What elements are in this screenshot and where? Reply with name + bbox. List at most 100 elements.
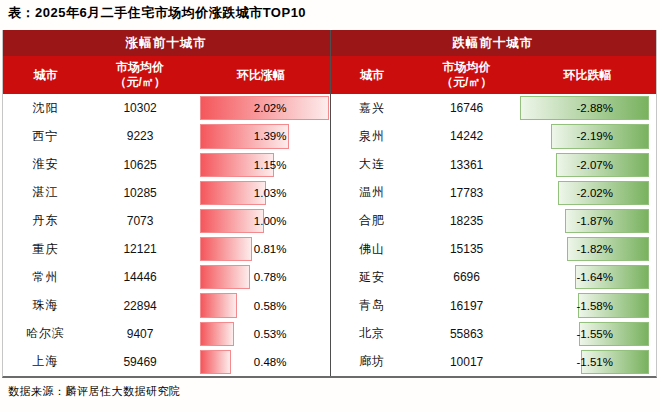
rate-label: 0.78% [254, 263, 287, 291]
page-title: 表：2025年6月二手住宅市场均价涨跌城市TOP10 [8, 4, 306, 22]
rate-label: 2.02% [254, 94, 287, 122]
rate-label: -1.55% [577, 320, 613, 348]
rate-label: -1.51% [577, 348, 613, 376]
gainers-header: 涨幅前十城市 [3, 30, 330, 56]
city-name: 大连 [330, 156, 415, 173]
table-row: 西宁 9223 1.39% [3, 122, 330, 150]
city-name: 泉州 [330, 128, 415, 145]
col-header-city: 城市 [330, 68, 415, 83]
gain-bar [200, 265, 250, 289]
city-name: 青岛 [330, 297, 415, 314]
city-name: 沈阳 [3, 100, 88, 117]
avg-price: 16197 [414, 299, 518, 313]
avg-price: 7073 [88, 214, 192, 228]
col-header-price-line2: （元/㎡） [441, 75, 492, 90]
avg-price: 13361 [414, 158, 518, 172]
col-header-price: 市场均价 （元/㎡） [88, 60, 192, 90]
avg-price: 15135 [414, 242, 518, 256]
table-row: 北京 55863 -1.55% [330, 320, 657, 348]
table-row: 湛江 10285 1.03% [3, 179, 330, 207]
rate-label: -2.07% [577, 151, 613, 179]
panel-gainers: 涨幅前十城市 城市 市场均价 （元/㎡） 环比涨幅 沈阳 10302 2.02%… [3, 30, 330, 376]
panel-decliners: 跌幅前十城市 城市 市场均价 （元/㎡） 环比跌幅 嘉兴 16746 -2.88… [330, 30, 657, 376]
rate-label: -2.02% [577, 179, 613, 207]
panel-divider [330, 30, 331, 376]
rate-label: -1.87% [577, 207, 613, 235]
table-row: 大连 13361 -2.07% [330, 151, 657, 179]
city-name: 重庆 [3, 241, 88, 258]
avg-price: 10017 [414, 355, 518, 369]
avg-price: 10625 [88, 158, 192, 172]
col-header-price-line1: 市场均价 [116, 60, 164, 75]
rate-label: 0.53% [254, 320, 287, 348]
table-row: 沈阳 10302 2.02% [3, 94, 330, 122]
city-name: 丹东 [3, 212, 88, 229]
table-row: 廊坊 10017 -1.51% [330, 348, 657, 376]
col-header-price: 市场均价 （元/㎡） [414, 60, 518, 90]
table-row: 温州 17783 -2.02% [330, 179, 657, 207]
avg-price: 18235 [414, 214, 518, 228]
table-row: 哈尔滨 9407 0.53% [3, 320, 330, 348]
rate-label: -1.82% [577, 235, 613, 263]
table-row: 丹东 7073 1.00% [3, 207, 330, 235]
col-header-city: 城市 [3, 68, 88, 83]
table-row: 常州 14446 0.78% [3, 263, 330, 291]
rate-label: -2.19% [577, 122, 613, 150]
rate-label: 0.58% [254, 291, 287, 319]
avg-price: 10285 [88, 186, 192, 200]
city-name: 常州 [3, 269, 88, 286]
table-row: 合肥 18235 -1.87% [330, 207, 657, 235]
table-row: 佛山 15135 -1.82% [330, 235, 657, 263]
table-row: 重庆 12121 0.81% [3, 235, 330, 263]
table-row: 淮安 10625 1.15% [3, 151, 330, 179]
avg-price: 9223 [88, 129, 192, 143]
table-row: 上海 59469 0.48% [3, 348, 330, 376]
avg-price: 6696 [414, 270, 518, 284]
rate-label: 0.48% [254, 348, 287, 376]
city-name: 淮安 [3, 156, 88, 173]
avg-price: 14446 [88, 270, 192, 284]
rate-label: 1.00% [254, 207, 287, 235]
city-name: 哈尔滨 [3, 325, 88, 342]
city-name: 廊坊 [330, 353, 415, 370]
city-name: 佛山 [330, 241, 415, 258]
table-row: 泉州 14242 -2.19% [330, 122, 657, 150]
table-row: 青岛 16197 -1.58% [330, 291, 657, 319]
decliners-header: 跌幅前十城市 [330, 30, 657, 56]
city-name: 湛江 [3, 184, 88, 201]
rate-label: -1.64% [577, 263, 613, 291]
city-name: 合肥 [330, 212, 415, 229]
gain-bar [200, 293, 237, 317]
col-header-rate: 环比跌幅 [519, 68, 656, 83]
rate-label: -1.58% [577, 291, 613, 319]
rate-label: -2.88% [577, 94, 613, 122]
col-header-price-line1: 市场均价 [443, 60, 491, 75]
gain-bar [200, 350, 231, 374]
gain-bar [200, 237, 252, 261]
city-name: 珠海 [3, 297, 88, 314]
top10-table: 涨幅前十城市 城市 市场均价 （元/㎡） 环比涨幅 沈阳 10302 2.02%… [2, 30, 657, 378]
table-row: 珠海 22894 0.58% [3, 291, 330, 319]
avg-price: 59469 [88, 355, 192, 369]
city-name: 西宁 [3, 128, 88, 145]
table-row: 延安 6696 -1.64% [330, 263, 657, 291]
data-source: 数据来源：麟评居住大数据研究院 [8, 384, 181, 399]
col-header-rate: 环比涨幅 [192, 68, 329, 83]
city-name: 上海 [3, 353, 88, 370]
decliners-body: 嘉兴 16746 -2.88% 泉州 14242 -2.19% 大连 13361… [330, 94, 657, 376]
decliners-subheader: 城市 市场均价 （元/㎡） 环比跌幅 [330, 56, 657, 94]
rate-label: 1.39% [254, 122, 287, 150]
rate-label: 1.03% [254, 179, 287, 207]
avg-price: 10302 [88, 101, 192, 115]
avg-price: 12121 [88, 242, 192, 256]
city-name: 北京 [330, 325, 415, 342]
avg-price: 16746 [414, 101, 518, 115]
col-header-price-line2: （元/㎡） [114, 75, 165, 90]
avg-price: 9407 [88, 327, 192, 341]
avg-price: 22894 [88, 299, 192, 313]
avg-price: 17783 [414, 186, 518, 200]
city-name: 嘉兴 [330, 100, 415, 117]
gainers-subheader: 城市 市场均价 （元/㎡） 环比涨幅 [3, 56, 330, 94]
city-name: 温州 [330, 184, 415, 201]
rate-label: 0.81% [254, 235, 287, 263]
